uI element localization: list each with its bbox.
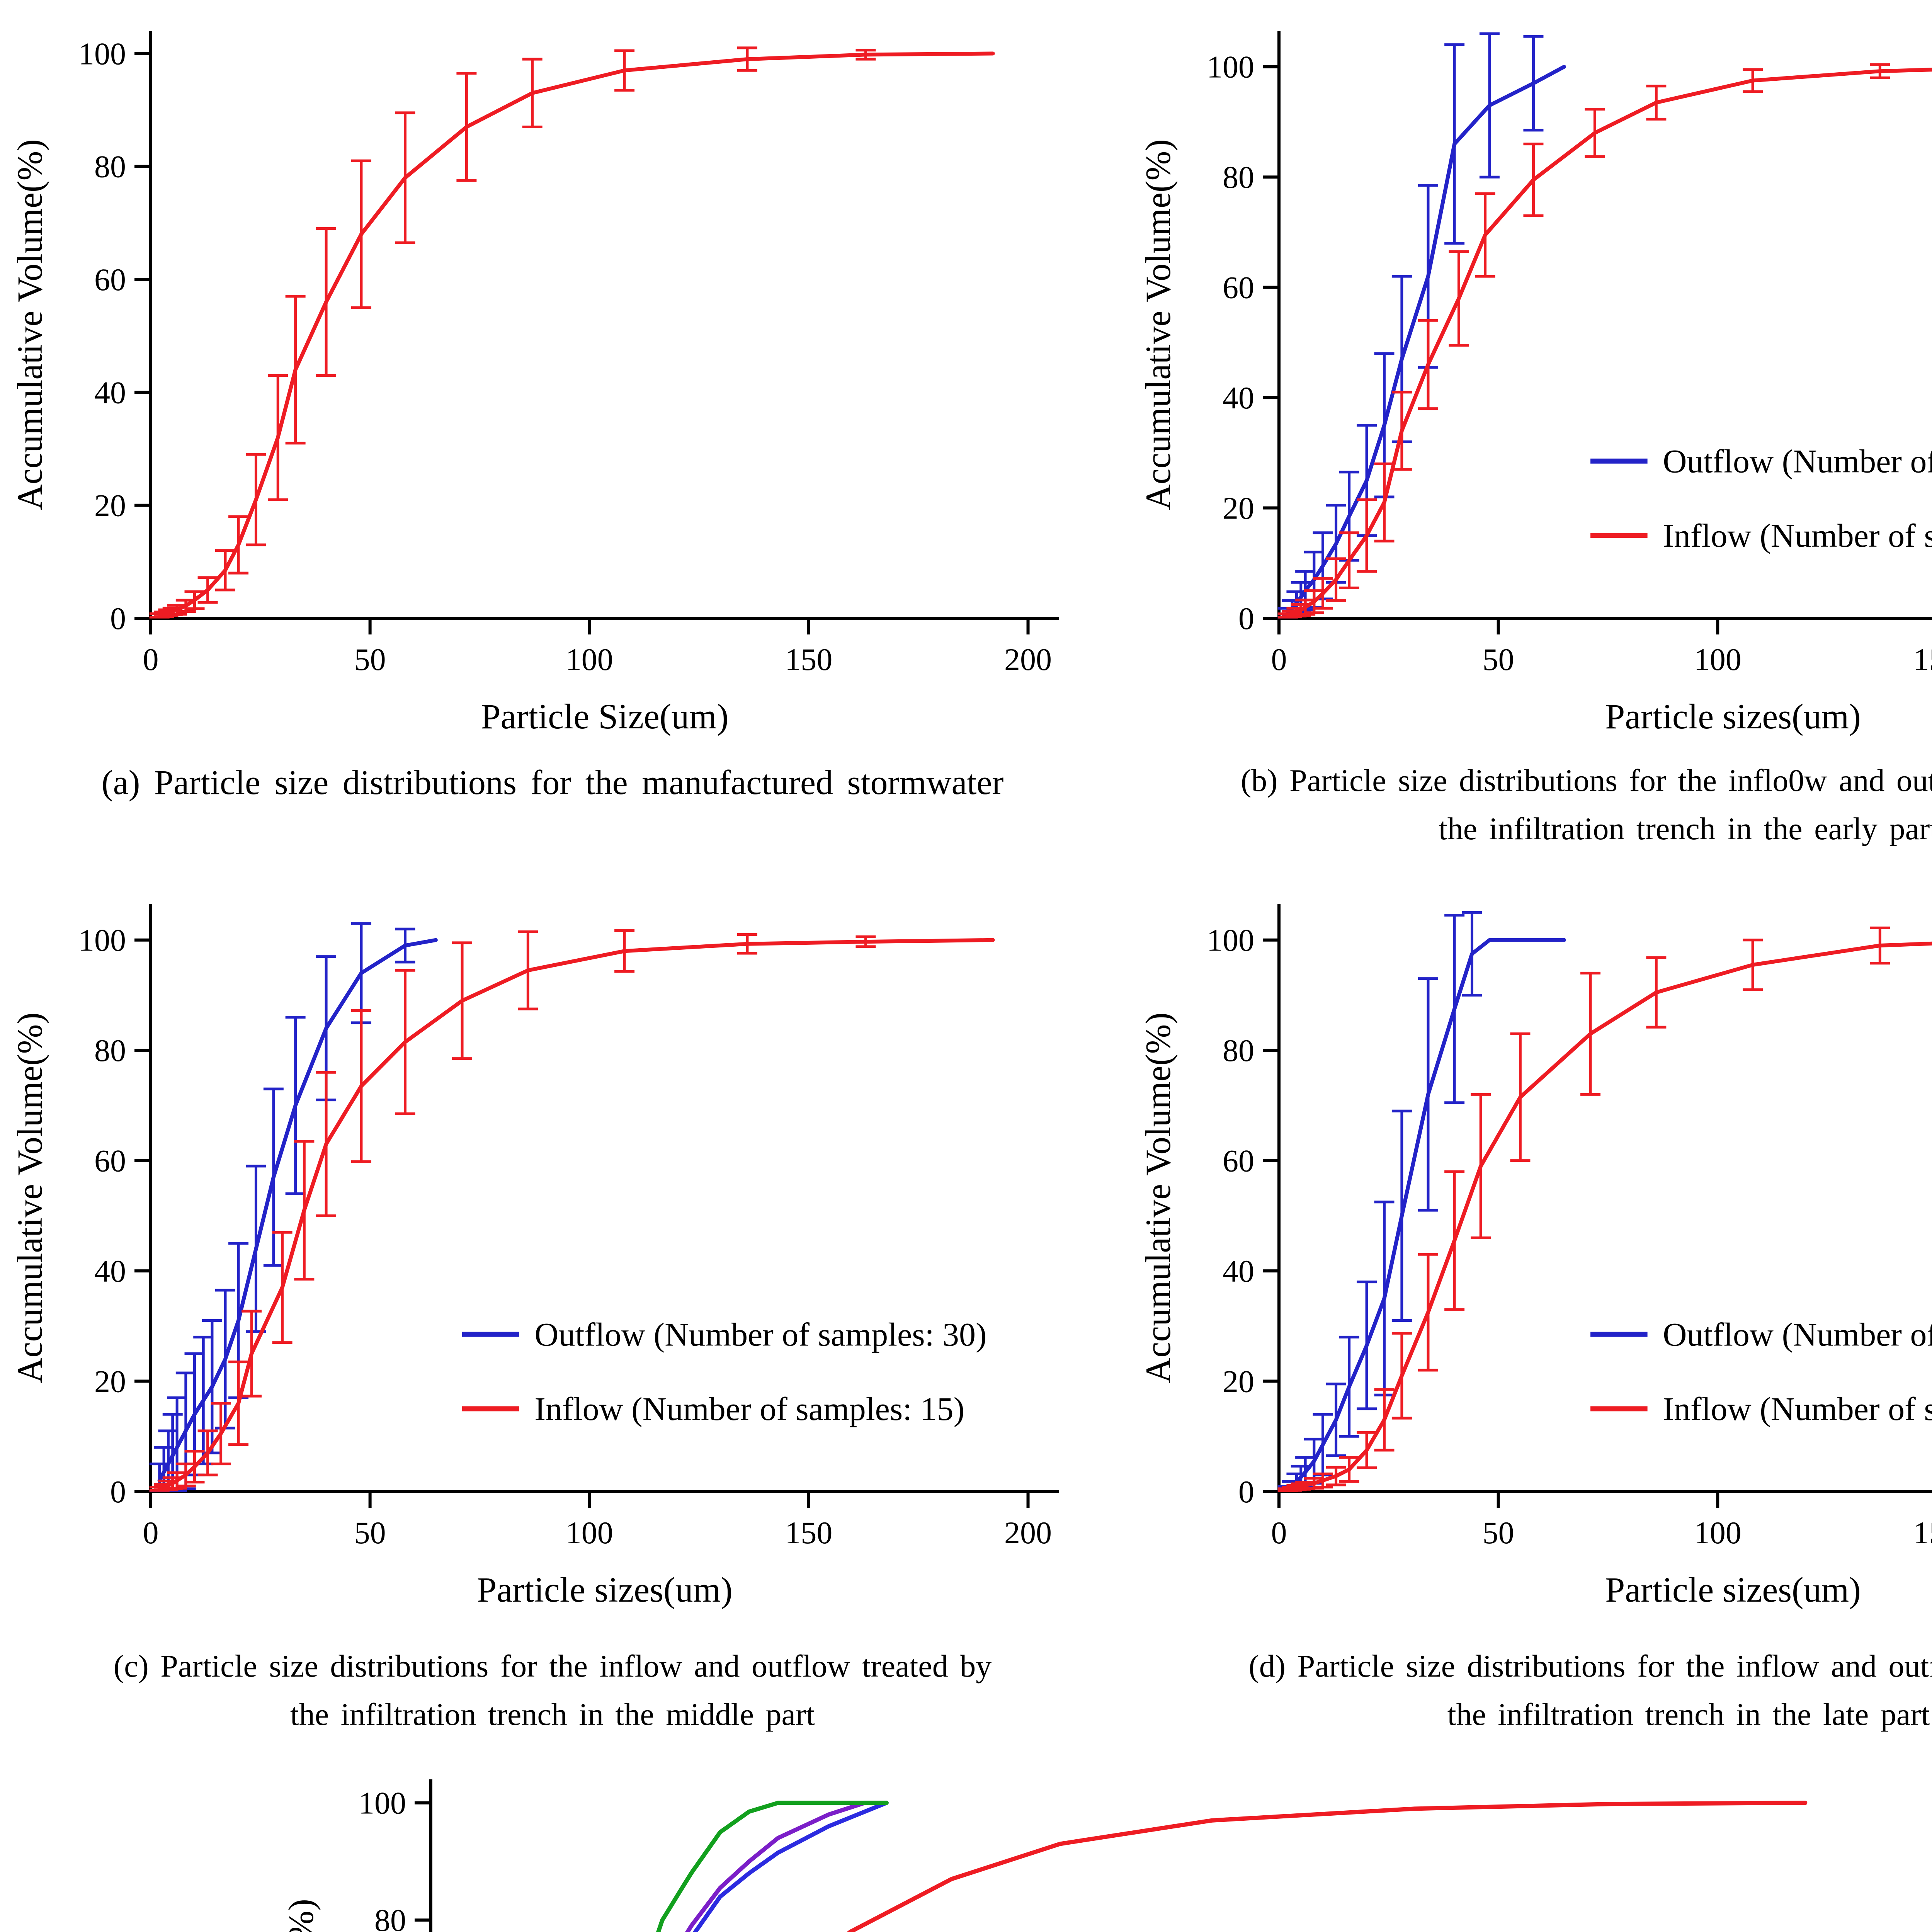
svg-text:Inflow (Number of samples: 15): Inflow (Number of samples: 15) [534,1390,964,1427]
chart-c-figure: 0 50 100 150 200 0 20 40 60 80 100 Particle sizes(u… [15,889,1090,1738]
svg-text:0: 0 [110,1474,126,1509]
svg-text:Accumulative Volume(%): Accumulative Volume(%) [1144,1012,1178,1383]
svg-text:0: 0 [1271,642,1287,677]
caption-line: (c) Particle size distributions for the … [113,1648,992,1684]
chart-d-caption: (d) Particle size distributions for the … [1144,1642,1932,1738]
svg-text:50: 50 [354,1515,386,1550]
svg-text:100: 100 [1694,642,1742,677]
svg-text:Accumulative Volume(%): Accumulative Volume(%) [281,1899,321,1932]
chart-c-caption: (c) Particle size distributions for the … [15,1642,1090,1738]
svg-text:40: 40 [1223,1253,1254,1289]
svg-text:20: 20 [94,1364,126,1399]
svg-text:Inflow (Number of samples: 10): Inflow (Number of samples: 10) [1663,517,1932,554]
svg-text:200: 200 [1004,642,1052,677]
svg-text:100: 100 [1207,49,1254,85]
caption-line: the infiltration trench in the middle pa… [290,1696,815,1732]
svg-text:50: 50 [1483,1515,1514,1550]
svg-text:Particle sizes(um): Particle sizes(um) [1605,1570,1861,1609]
svg-text:150: 150 [1913,642,1932,677]
svg-text:Accumulative Volume(%): Accumulative Volume(%) [1144,139,1178,510]
svg-text:40: 40 [94,1253,126,1289]
svg-text:80: 80 [94,1033,126,1068]
svg-text:Outflow (Number of samples: 20: Outflow (Number of samples: 20) [1663,1316,1932,1353]
psd-chart-c: 0 50 100 150 200 0 20 40 60 80 100 Particle sizes(u… [15,904,1059,1609]
svg-text:60: 60 [94,262,126,297]
svg-text:0: 0 [1238,1474,1254,1509]
svg-text:80: 80 [374,1903,406,1932]
svg-text:0: 0 [143,1515,159,1550]
svg-text:150: 150 [785,1515,832,1550]
caption-line: (b) Particle size distributions for the … [1240,763,1932,798]
svg-text:0: 0 [1238,601,1254,636]
chart-b-caption: (b) Particle size distributions for the … [1144,757,1932,853]
svg-text:50: 50 [1483,642,1514,677]
svg-text:Inflow (Number of samples: 10): Inflow (Number of samples: 10) [1663,1390,1932,1427]
svg-text:40: 40 [1223,380,1254,415]
svg-text:40: 40 [94,375,126,410]
caption-line: the infiltration trench in the early par… [1438,811,1932,846]
caption-line: (d) Particle size distributions for the … [1248,1648,1932,1684]
svg-text:80: 80 [1223,160,1254,195]
psd-chart-a: 0 50 100 150 200 0 20 40 60 80 100 Particle Size(um… [15,31,1059,736]
svg-text:100: 100 [566,642,613,677]
svg-text:20: 20 [1223,490,1254,526]
svg-text:80: 80 [94,149,126,184]
svg-text:200: 200 [1004,1515,1052,1550]
svg-text:20: 20 [1223,1364,1254,1399]
svg-text:60: 60 [94,1143,126,1179]
svg-text:Particle Size(um): Particle Size(um) [481,697,728,736]
svg-text:20: 20 [94,488,126,523]
svg-text:100: 100 [1207,923,1254,958]
svg-text:Outflow (Number of samples: 20: Outflow (Number of samples: 20) [1663,442,1932,480]
svg-text:100: 100 [1694,1515,1742,1550]
svg-text:80: 80 [1223,1033,1254,1068]
svg-text:100: 100 [566,1515,613,1550]
chart-a-figure: 0 50 100 150 200 0 20 40 60 80 100 Particle Size(um… [15,15,1090,810]
svg-text:Particle sizes(um): Particle sizes(um) [477,1570,733,1609]
caption-line: the infiltration trench in the late part [1447,1696,1930,1732]
svg-text:Outflow (Number of samples: 30: Outflow (Number of samples: 30) [534,1316,986,1353]
svg-text:100: 100 [359,1786,406,1821]
svg-text:50: 50 [354,642,386,677]
svg-text:0: 0 [1271,1515,1287,1550]
svg-text:150: 150 [785,642,832,677]
svg-text:100: 100 [78,923,126,958]
svg-text:100: 100 [78,36,126,71]
chart-a-caption: (a) Particle size distributions for the … [15,757,1090,810]
svg-text:150: 150 [1913,1515,1932,1550]
svg-text:Particle sizes(um): Particle sizes(um) [1605,697,1861,736]
caption-line: (a) Particle size distributions for the … [101,764,1004,802]
svg-text:60: 60 [1223,1143,1254,1179]
svg-text:0: 0 [110,601,126,636]
svg-text:0: 0 [143,642,159,677]
svg-text:Accumulative Volume(%): Accumulative Volume(%) [15,139,49,510]
svg-text:Accumulative Volume(%): Accumulative Volume(%) [15,1012,49,1383]
svg-text:60: 60 [1223,270,1254,305]
